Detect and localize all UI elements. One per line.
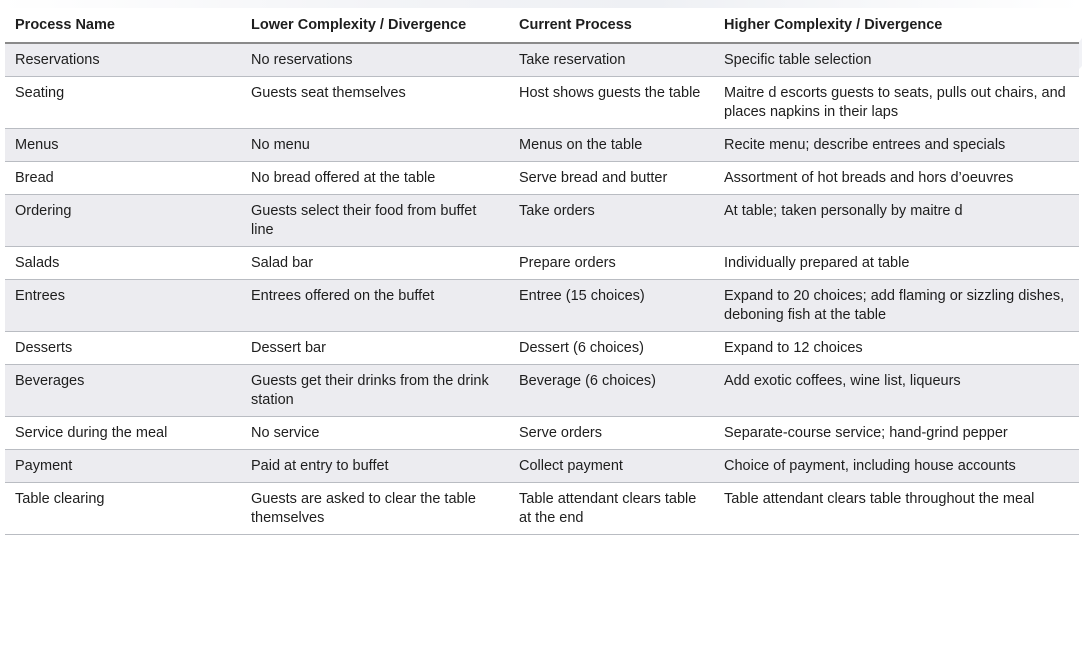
cell-higher-complexity: Expand to 20 choices; add flaming or siz…: [714, 279, 1079, 332]
cell-current-process: Take orders: [509, 194, 714, 247]
cell-process-name: Ordering: [5, 194, 241, 247]
process-comparison-table: Process Name Lower Complexity / Divergen…: [5, 8, 1079, 535]
cell-higher-complexity: Expand to 12 choices: [714, 331, 1079, 365]
table-row: Salads Salad bar Prepare orders Individuall…: [5, 246, 1079, 280]
cell-lower-complexity: Entrees offered on the buffet: [241, 279, 509, 332]
process-table-container: Process Name Lower Complexity / Divergen…: [5, 8, 1079, 660]
cell-current-process: Collect payment: [509, 449, 714, 483]
cell-higher-complexity: Individually prepared at table: [714, 246, 1079, 280]
cell-lower-complexity: Guests select their food from buffet lin…: [241, 194, 509, 247]
cell-higher-complexity: Assortment of hot breads and hors d’oeuv…: [714, 161, 1079, 195]
cell-lower-complexity: Salad bar: [241, 246, 509, 280]
cell-process-name: Bread: [5, 161, 241, 195]
header-lower-complexity: Lower Complexity / Divergence: [241, 8, 509, 44]
cell-lower-complexity: No service: [241, 416, 509, 450]
cell-process-name: Entrees: [5, 279, 241, 332]
table-row: Table clearing Guests are asked to clear …: [5, 482, 1079, 535]
header-process-name: Process Name: [5, 8, 241, 44]
cell-current-process: Menus on the table: [509, 128, 714, 162]
table-row: Seating Guests seat themselves Host shows …: [5, 76, 1079, 129]
cell-higher-complexity: Maitre d escorts guests to seats, pulls …: [714, 76, 1079, 129]
cell-higher-complexity: At table; taken personally by maitre d: [714, 194, 1079, 247]
cell-lower-complexity: Dessert bar: [241, 331, 509, 365]
cell-current-process: Serve orders: [509, 416, 714, 450]
table-header: Process Name Lower Complexity / Divergen…: [5, 8, 1079, 44]
cell-higher-complexity: Add exotic coffees, wine list, liqueurs: [714, 364, 1079, 417]
table-row: Bread No bread offered at the table Serve …: [5, 161, 1079, 195]
cell-process-name: Beverages: [5, 364, 241, 417]
table-row: Ordering Guests select their food from bu…: [5, 194, 1079, 247]
cell-process-name: Salads: [5, 246, 241, 280]
header-higher-complexity: Higher Complexity / Divergence: [714, 8, 1079, 44]
cell-lower-complexity: No menu: [241, 128, 509, 162]
cell-higher-complexity: Recite menu; describe entrees and specia…: [714, 128, 1079, 162]
cell-current-process: Prepare orders: [509, 246, 714, 280]
table-row: Reservations No reservations Take reservat…: [5, 43, 1079, 77]
cell-process-name: Desserts: [5, 331, 241, 365]
cell-higher-complexity: Choice of payment, including house accou…: [714, 449, 1079, 483]
cell-current-process: Host shows guests the table: [509, 76, 714, 129]
cell-higher-complexity: Table attendant clears table throughout …: [714, 482, 1079, 535]
cell-process-name: Service during the meal: [5, 416, 241, 450]
cell-current-process: Dessert (6 choices): [509, 331, 714, 365]
cell-current-process: Take reservation: [509, 43, 714, 77]
header-row: Process Name Lower Complexity / Divergen…: [5, 8, 1079, 44]
table-row: Beverages Guests get their drinks from th…: [5, 364, 1079, 417]
cell-lower-complexity: Guests get their drinks from the drink s…: [241, 364, 509, 417]
table-body: Reservations No reservations Take reservat…: [5, 43, 1079, 535]
cell-process-name: Payment: [5, 449, 241, 483]
cell-current-process: Beverage (6 choices): [509, 364, 714, 417]
cell-current-process: Table attendant clears table at the end: [509, 482, 714, 535]
table-row: Service during the meal No service Serve o…: [5, 416, 1079, 450]
cell-lower-complexity: Paid at entry to buffet: [241, 449, 509, 483]
table-row: Menus No menu Menus on the table Recite men…: [5, 128, 1079, 162]
cell-process-name: Table clearing: [5, 482, 241, 535]
cell-higher-complexity: Specific table selection: [714, 43, 1079, 77]
cell-current-process: Serve bread and butter: [509, 161, 714, 195]
table-row: Desserts Dessert bar Dessert (6 choices) Ex…: [5, 331, 1079, 365]
table-row: Payment Paid at entry to buffet Collect pa…: [5, 449, 1079, 483]
header-current-process: Current Process: [509, 8, 714, 44]
cell-higher-complexity: Separate-course service; hand-grind pepp…: [714, 416, 1079, 450]
cell-lower-complexity: Guests seat themselves: [241, 76, 509, 129]
cell-process-name: Menus: [5, 128, 241, 162]
cell-process-name: Reservations: [5, 43, 241, 77]
cell-lower-complexity: No bread offered at the table: [241, 161, 509, 195]
cell-current-process: Entree (15 choices): [509, 279, 714, 332]
cell-lower-complexity: No reservations: [241, 43, 509, 77]
cell-process-name: Seating: [5, 76, 241, 129]
cell-lower-complexity: Guests are asked to clear the table them…: [241, 482, 509, 535]
table-row: Entrees Entrees offered on the buffet Entr…: [5, 279, 1079, 332]
